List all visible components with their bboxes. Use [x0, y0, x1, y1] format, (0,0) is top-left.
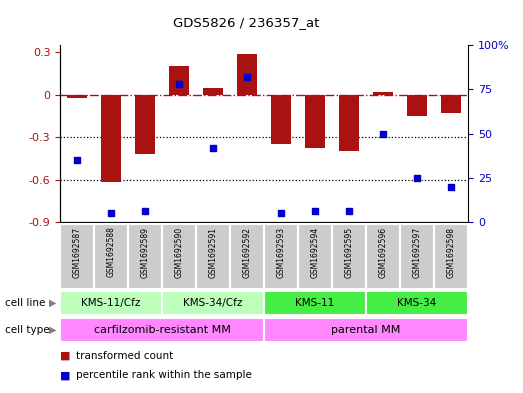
Text: GSM1692598: GSM1692598	[447, 227, 456, 277]
Bar	[203, 88, 223, 95]
Bar	[407, 95, 427, 116]
Text: transformed count: transformed count	[76, 351, 173, 361]
FancyBboxPatch shape	[162, 291, 264, 315]
Text: parental MM: parental MM	[332, 325, 401, 335]
Text: GDS5826 / 236357_at: GDS5826 / 236357_at	[173, 16, 319, 29]
Point	[107, 210, 116, 216]
FancyBboxPatch shape	[264, 224, 298, 289]
Bar	[373, 92, 393, 95]
Text: GSM1692588: GSM1692588	[107, 227, 116, 277]
Text: carfilzomib-resistant MM: carfilzomib-resistant MM	[94, 325, 231, 335]
Text: ■: ■	[60, 351, 71, 361]
Point	[345, 208, 354, 215]
Text: GSM1692596: GSM1692596	[379, 227, 388, 278]
FancyBboxPatch shape	[94, 224, 128, 289]
FancyBboxPatch shape	[434, 224, 468, 289]
FancyBboxPatch shape	[400, 224, 434, 289]
Text: GSM1692597: GSM1692597	[413, 227, 422, 278]
FancyBboxPatch shape	[196, 224, 230, 289]
Point	[73, 157, 82, 163]
Text: KMS-34: KMS-34	[397, 298, 437, 308]
FancyBboxPatch shape	[128, 224, 162, 289]
Bar	[271, 95, 291, 144]
Point	[175, 81, 184, 87]
Bar	[169, 66, 189, 95]
FancyBboxPatch shape	[366, 224, 400, 289]
Text: GSM1692589: GSM1692589	[141, 227, 150, 277]
Bar	[441, 95, 461, 113]
Point	[243, 74, 252, 80]
FancyBboxPatch shape	[264, 318, 468, 342]
Text: GSM1692594: GSM1692594	[311, 227, 320, 278]
FancyBboxPatch shape	[162, 224, 196, 289]
Text: cell line: cell line	[5, 298, 46, 308]
FancyBboxPatch shape	[366, 291, 468, 315]
FancyBboxPatch shape	[332, 224, 366, 289]
Text: ■: ■	[60, 370, 71, 380]
Point	[447, 184, 456, 190]
FancyBboxPatch shape	[60, 291, 162, 315]
Text: percentile rank within the sample: percentile rank within the sample	[76, 370, 252, 380]
Text: GSM1692587: GSM1692587	[73, 227, 82, 277]
Bar	[305, 95, 325, 149]
Point	[379, 130, 388, 137]
Text: GSM1692591: GSM1692591	[209, 227, 218, 277]
FancyBboxPatch shape	[230, 224, 264, 289]
Text: GSM1692595: GSM1692595	[345, 227, 354, 278]
Text: KMS-11: KMS-11	[295, 298, 335, 308]
Text: cell type: cell type	[5, 325, 50, 335]
Text: ▶: ▶	[49, 298, 56, 308]
Bar	[101, 95, 121, 182]
Text: GSM1692590: GSM1692590	[175, 227, 184, 278]
Bar	[135, 95, 155, 154]
Point	[277, 210, 286, 216]
FancyBboxPatch shape	[298, 224, 332, 289]
Text: GSM1692593: GSM1692593	[277, 227, 286, 278]
Text: ▶: ▶	[49, 325, 56, 335]
Point	[413, 174, 422, 181]
Point	[141, 208, 150, 215]
FancyBboxPatch shape	[60, 224, 94, 289]
Bar	[67, 95, 87, 97]
Text: GSM1692592: GSM1692592	[243, 227, 252, 277]
FancyBboxPatch shape	[264, 291, 366, 315]
Point	[311, 208, 320, 215]
Text: KMS-11/Cfz: KMS-11/Cfz	[82, 298, 141, 308]
Bar	[237, 54, 257, 95]
Point	[209, 145, 218, 151]
FancyBboxPatch shape	[60, 318, 264, 342]
Bar	[339, 95, 359, 151]
Text: KMS-34/Cfz: KMS-34/Cfz	[184, 298, 243, 308]
